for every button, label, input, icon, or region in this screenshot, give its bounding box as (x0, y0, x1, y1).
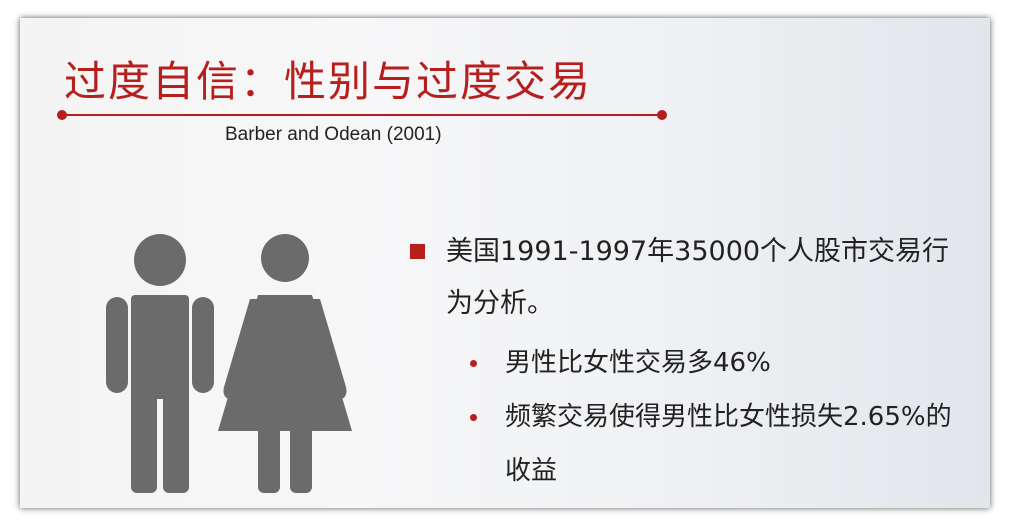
sub-bullet-text: 频繁交易使得男性比女性损失2.65%的收益 (505, 402, 952, 486)
sub-bullet-list: 男性比女性交易多46% 频繁交易使得男性比女性损失2.65%的收益 (410, 336, 970, 498)
bullet-item: 美国1991-1997年35000个人股市交易行为分析。 (410, 226, 970, 330)
female-figure-icon (218, 234, 352, 493)
sub-bullet-item: 男性比女性交易多46% (410, 336, 970, 390)
underline-left-dot (57, 110, 67, 120)
citation-subtitle: Barber and Odean (2001) (225, 124, 442, 145)
slide-title: 过度自信：性别与过度交易 (64, 57, 593, 106)
underline-right-dot (657, 110, 667, 120)
gender-figures-illustration (106, 234, 352, 493)
presentation-slide: 过度自信：性别与过度交易 Barber and Odean (2001) (20, 18, 990, 508)
male-figure-icon (106, 234, 214, 493)
title-underline (62, 114, 662, 116)
bullet-text: 美国1991-1997年35000个人股市交易行为分析。 (446, 236, 950, 319)
sub-bullet-item: 频繁交易使得男性比女性损失2.65%的收益 (410, 390, 970, 498)
dot-bullet-icon (470, 360, 477, 367)
square-bullet-icon (410, 244, 425, 259)
sub-bullet-text: 男性比女性交易多46% (505, 348, 771, 378)
dot-bullet-icon (470, 414, 477, 421)
bullet-content: 美国1991-1997年35000个人股市交易行为分析。 男性比女性交易多46%… (410, 226, 970, 498)
